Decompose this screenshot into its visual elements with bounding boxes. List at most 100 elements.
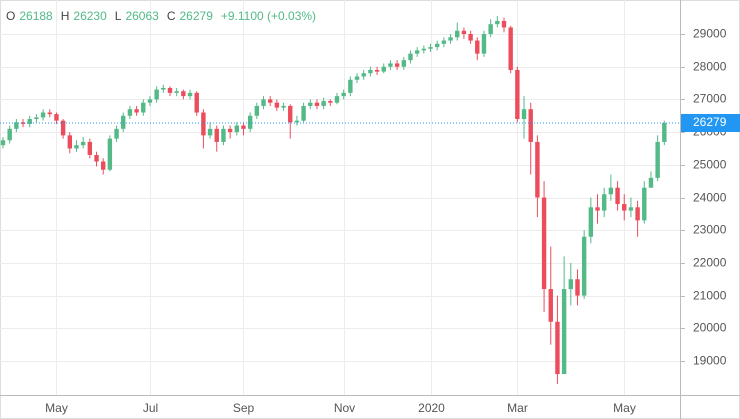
y-tick-label: 29000	[693, 27, 727, 41]
candle-body	[20, 122, 26, 124]
candle-body	[227, 128, 233, 133]
candle-body	[194, 92, 199, 113]
candle-body	[401, 60, 406, 67]
candle-body	[107, 138, 113, 170]
candle-body	[528, 109, 533, 142]
candle-body	[80, 141, 86, 146]
candle-body	[388, 63, 393, 67]
candle-body	[308, 102, 313, 106]
y-tick-label: 28000	[693, 60, 727, 74]
candle-body	[368, 69, 373, 74]
candle-body	[588, 207, 594, 237]
candle-body	[508, 27, 513, 70]
candle-body	[575, 279, 580, 296]
candle-body	[7, 128, 12, 141]
y-tick-label: 24000	[693, 191, 727, 205]
candle-body	[461, 30, 467, 35]
candle-body	[201, 112, 206, 136]
candle-body	[435, 43, 440, 48]
candle-body	[141, 102, 146, 113]
candle-body	[94, 154, 99, 162]
candle-body	[0, 140, 6, 146]
ohlc-label: C	[167, 9, 176, 23]
y-tick-label: 21000	[693, 289, 727, 303]
candle-body	[167, 87, 173, 93]
candle-body	[40, 112, 46, 118]
candle-body	[501, 20, 507, 28]
candle-body	[481, 34, 487, 54]
candle-body	[648, 177, 654, 188]
candle-body	[301, 105, 306, 121]
candle-body	[47, 112, 52, 115]
candle-body	[27, 119, 32, 124]
candle-body	[54, 114, 59, 121]
candle-body	[348, 79, 353, 93]
y-tick-label: 27000	[693, 92, 727, 106]
x-tick-label: 2020	[418, 401, 445, 415]
candle-body	[421, 48, 427, 51]
candle-body	[428, 47, 433, 49]
candle-body	[555, 321, 560, 375]
ohlc-value: 26279	[180, 9, 214, 23]
candle-body	[101, 161, 106, 170]
candle-body	[34, 117, 39, 120]
candle-body	[341, 92, 346, 97]
candles	[0, 16, 680, 384]
candle-body	[288, 105, 293, 123]
candle-body	[60, 120, 66, 136]
candle-body	[581, 236, 587, 296]
candle-body	[214, 128, 219, 142]
candle-body	[475, 40, 480, 54]
ohlc-label: O	[6, 9, 15, 23]
candle-body	[635, 207, 640, 221]
candle-body	[247, 115, 253, 129]
x-tick-label: Sep	[233, 401, 255, 415]
candle-body	[274, 102, 280, 108]
candle-body	[642, 187, 647, 221]
candle-body	[488, 24, 493, 35]
candle-body	[268, 99, 273, 103]
y-tick-label: 23000	[693, 223, 727, 237]
candle-body	[147, 99, 153, 103]
candle-body	[181, 91, 186, 97]
candle-body	[207, 128, 213, 136]
candle-body	[521, 109, 527, 120]
candle-body	[187, 92, 193, 97]
candle-body	[394, 63, 400, 67]
candle-body	[622, 204, 627, 211]
candle-body	[14, 122, 19, 129]
candle-body	[602, 194, 607, 211]
x-tick-label: May	[45, 401, 68, 415]
x-tick-label: Jul	[143, 401, 158, 415]
candle-body	[328, 101, 333, 103]
candle-body	[595, 207, 600, 211]
candle-body	[221, 128, 226, 142]
candle-body	[294, 120, 300, 123]
candle-body	[114, 128, 119, 139]
candle-body	[468, 34, 473, 41]
labels: 1900020000210002200023000240002500026000…	[45, 27, 740, 415]
ohlc-value: 26230	[73, 9, 107, 23]
candle-body	[314, 102, 320, 106]
candle-body	[408, 53, 413, 61]
candle-body	[354, 76, 360, 80]
ohlc-value: 26188	[19, 9, 53, 23]
candle-body	[67, 135, 72, 149]
candle-body	[87, 141, 93, 155]
ohlc-label: H	[61, 9, 70, 23]
candle-body	[134, 109, 139, 113]
candle-body	[515, 69, 520, 120]
candle-body	[121, 115, 126, 129]
candle-body	[381, 66, 386, 72]
candle-body	[548, 289, 553, 322]
candle-body	[334, 96, 340, 103]
y-tick-label: 25000	[693, 158, 727, 172]
candle-body	[541, 197, 547, 290]
candle-body	[261, 99, 266, 106]
y-tick-label: 19000	[693, 354, 727, 368]
candle-body	[568, 279, 573, 290]
candle-body	[154, 89, 159, 100]
